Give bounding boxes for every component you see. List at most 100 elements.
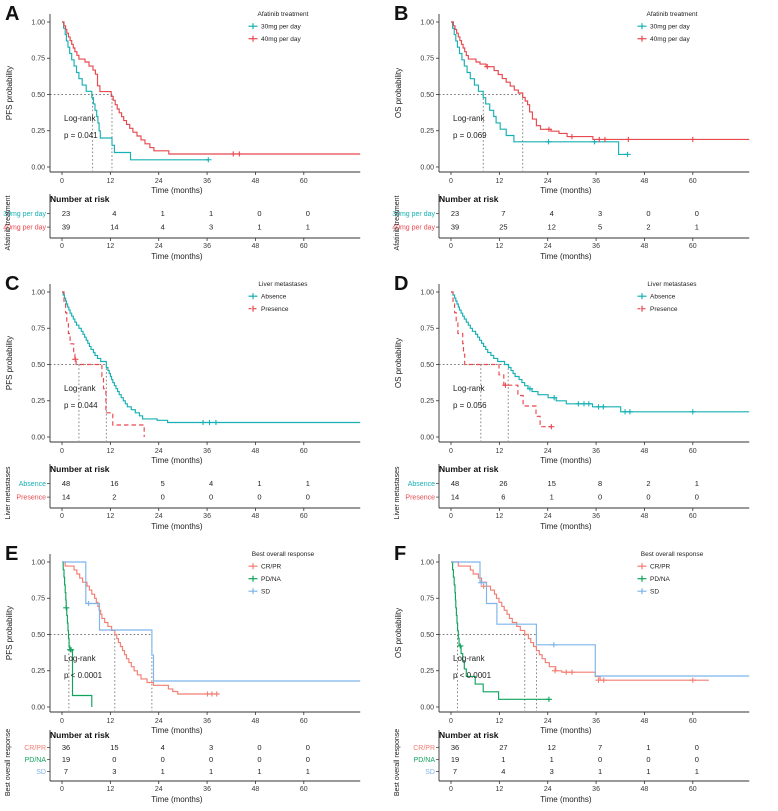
- legend-entry-label: Absence: [650, 294, 676, 301]
- legend-entry-label: 30mg per day: [261, 24, 301, 31]
- legend-entry-label: PD/NA: [650, 576, 671, 583]
- logrank-label: Log-rank: [453, 114, 486, 123]
- risk-x-tick-label: 12: [495, 513, 503, 520]
- risk-value: 0: [598, 755, 602, 764]
- risk-value: 0: [161, 755, 165, 764]
- legend-entry-label: CR/PR: [261, 564, 282, 571]
- km-plot-svg: A 1.00 0.75 0.50 0.25 0.00 0 12 24 36 48 60 Time (mo…: [3, 3, 361, 261]
- risk-x-tick-label: 24: [544, 243, 552, 250]
- risk-group-label: Best overall response: [394, 729, 401, 796]
- risk-value: 23: [62, 209, 70, 218]
- x-tick-label: 12: [495, 718, 503, 725]
- risk-value: 0: [209, 755, 213, 764]
- x-tick-label: 0: [60, 448, 64, 455]
- y-axis-title: OS probability: [394, 338, 403, 388]
- risk-table-title: Number at risk: [439, 730, 499, 740]
- y-tick-label: 0.25: [31, 668, 45, 675]
- risk-row-label: Absence: [19, 481, 46, 488]
- x-tick-label: 24: [544, 448, 552, 455]
- risk-value: 7: [453, 767, 457, 776]
- x-tick-label: 24: [155, 718, 163, 725]
- risk-value: 14: [451, 493, 459, 502]
- y-tick-label: 0.00: [420, 704, 434, 711]
- risk-row-label: Presence: [405, 495, 435, 502]
- risk-x-tick-label: 24: [155, 243, 163, 250]
- risk-value: 3: [209, 743, 213, 752]
- risk-x-tick-label: 12: [106, 243, 114, 250]
- risk-value: 4: [161, 743, 165, 752]
- legend-title: Best overall response: [252, 551, 315, 558]
- y-tick-label: 1.00: [31, 19, 45, 26]
- x-tick-label: 24: [155, 448, 163, 455]
- risk-table-title: Number at risk: [439, 194, 499, 204]
- y-tick-label: 0.25: [31, 398, 45, 405]
- risk-value: 39: [451, 223, 459, 232]
- km-curve: [451, 561, 549, 700]
- x-tick-label: 0: [449, 448, 453, 455]
- y-tick-label: 0.00: [420, 434, 434, 441]
- risk-value: 1: [257, 223, 261, 232]
- panel-C: C 1.00 0.75 0.50 0.25 0.00 0 12 24 36 48 60 Time (mo…: [0, 270, 389, 540]
- km-curve: [62, 561, 93, 707]
- risk-value: 2: [112, 493, 116, 502]
- risk-value: 15: [548, 479, 556, 488]
- risk-x-tick-label: 12: [495, 243, 503, 250]
- y-tick-label: 1.00: [31, 559, 45, 566]
- km-curve: [62, 291, 145, 437]
- risk-value: 1: [306, 223, 310, 232]
- risk-x-tick-label: 60: [300, 243, 308, 250]
- km-curve: [451, 561, 709, 681]
- risk-value: 27: [499, 743, 507, 752]
- risk-value: 19: [451, 755, 459, 764]
- logrank-label: Log-rank: [64, 654, 97, 663]
- y-tick-label: 0.75: [31, 326, 45, 333]
- panel-E: E 1.00 0.75 0.50 0.25 0.00 0 12 24 36 48 60 Time (mo…: [0, 540, 389, 811]
- x-tick-label: 0: [449, 718, 453, 725]
- risk-x-tick-label: 0: [449, 243, 453, 250]
- legend-title: Best overall response: [641, 551, 704, 558]
- y-axis-title: PFS probability: [5, 336, 14, 390]
- risk-value: 0: [695, 209, 699, 218]
- km-curve: [62, 561, 361, 682]
- risk-value: 4: [209, 479, 213, 488]
- legend-entry-label: PD/NA: [261, 576, 282, 583]
- legend-entry-label: 40mg per day: [261, 36, 301, 43]
- legend-entry-label: SD: [261, 589, 270, 596]
- risk-x-tick-label: 60: [689, 786, 697, 793]
- risk-x-tick-label: 48: [641, 786, 649, 793]
- km-plot-svg: F 1.00 0.75 0.50 0.25 0.00 0 12 24 36 48 60 Time (mo…: [394, 543, 750, 804]
- risk-value: 5: [161, 479, 165, 488]
- x-tick-label: 24: [544, 718, 552, 725]
- km-curve: [62, 291, 361, 424]
- risk-value: 1: [306, 767, 310, 776]
- risk-x-tick-label: 0: [449, 786, 453, 793]
- km-curve: [451, 291, 552, 428]
- risk-value: 1: [209, 209, 213, 218]
- risk-value: 4: [161, 223, 165, 232]
- x-tick-label: 48: [641, 718, 649, 725]
- risk-x-tick-label: 12: [106, 513, 114, 520]
- risk-value: 3: [598, 209, 602, 218]
- risk-value: 1: [695, 767, 699, 776]
- risk-value: 2: [646, 223, 650, 232]
- risk-row-label: PD/NA: [25, 757, 47, 764]
- y-tick-label: 0.00: [31, 434, 45, 441]
- risk-x-tick-label: 60: [300, 786, 308, 793]
- risk-value: 1: [209, 767, 213, 776]
- y-tick-label: 1.00: [31, 289, 45, 296]
- x-tick-label: 24: [155, 178, 163, 185]
- risk-value: 7: [598, 743, 602, 752]
- risk-value: 0: [257, 755, 261, 764]
- km-curve: [451, 561, 750, 677]
- risk-table-title: Number at risk: [50, 730, 110, 740]
- x-tick-label: 60: [300, 718, 308, 725]
- risk-row-label: 40mg per day: [3, 225, 46, 232]
- km-plot-svg: E 1.00 0.75 0.50 0.25 0.00 0 12 24 36 48 60 Time (mo…: [5, 543, 361, 804]
- logrank-pvalue: p < 0.0001: [453, 671, 492, 680]
- risk-x-tick-label: 24: [544, 786, 552, 793]
- y-tick-label: 1.00: [420, 19, 434, 26]
- x-axis-title: Time (months): [151, 726, 203, 735]
- x-tick-label: 24: [544, 178, 552, 185]
- x-tick-label: 48: [252, 178, 260, 185]
